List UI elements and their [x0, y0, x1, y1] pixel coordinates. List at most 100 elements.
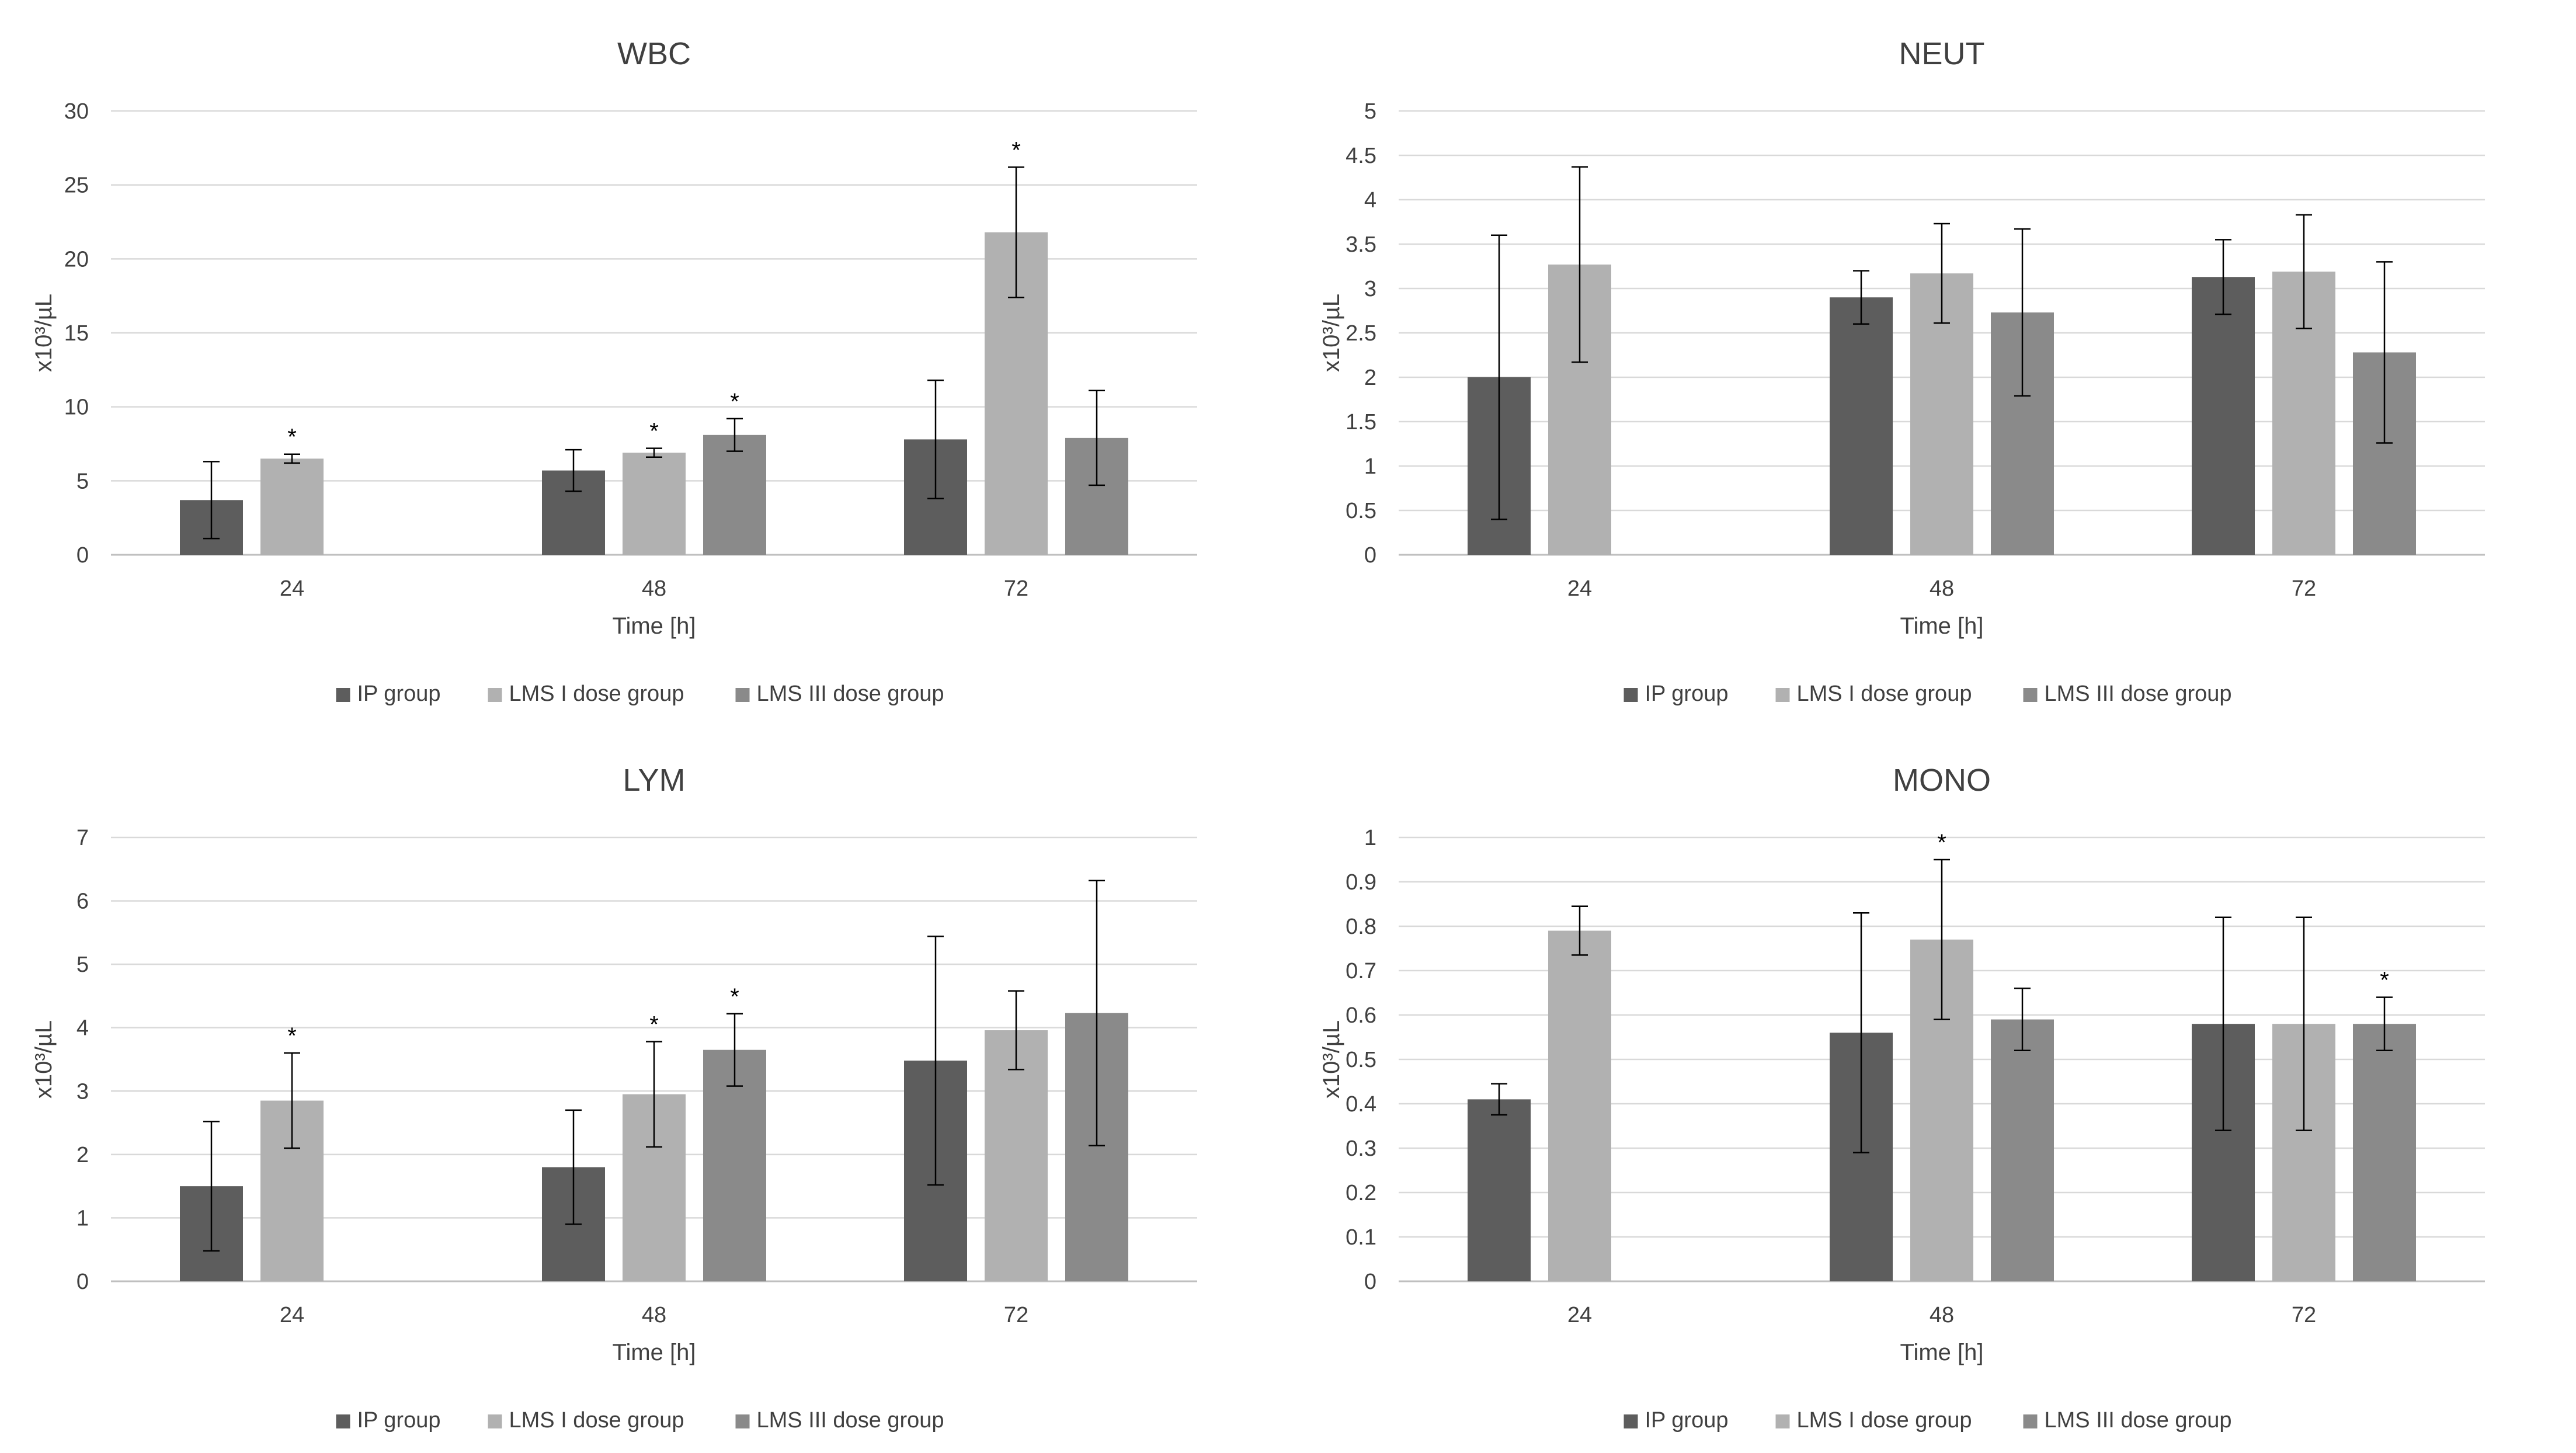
bar-lms-iii-dose-group-48: [1991, 1019, 2054, 1281]
x-axis-label: Time [h]: [613, 1340, 696, 1365]
x-tick-label: 48: [642, 576, 666, 601]
x-tick-label: 72: [2292, 1303, 2316, 1327]
legend-label: LMS I dose group: [1797, 682, 1972, 706]
significance-marker: *: [287, 1023, 297, 1049]
y-tick-label: 2: [1364, 366, 1376, 390]
y-tick-label: 3: [77, 1079, 89, 1104]
y-tick-label: 30: [64, 99, 89, 124]
significance-marker: *: [1937, 830, 1946, 856]
y-tick-label: 0.7: [1346, 959, 1376, 983]
significance-marker: *: [649, 419, 659, 444]
legend-swatch-ip-group: [336, 688, 350, 702]
y-tick-label: 1: [1364, 454, 1376, 479]
bar-lms-i-dose-group-72: [985, 1030, 1048, 1281]
y-tick-label: 3: [1364, 277, 1376, 301]
x-tick-label: 48: [642, 1303, 666, 1327]
chart-title: WBC: [617, 36, 691, 71]
legend-label: IP group: [357, 682, 441, 706]
y-tick-label: 6: [77, 889, 89, 914]
y-axis-label: x10³/µL: [1319, 1020, 1344, 1099]
significance-marker: *: [730, 389, 739, 415]
chart-svg: WBC 0 5 10 15 20 25 30 x10³/µL 24 * 48 * * 72 * Time [h]…: [31, 36, 1197, 706]
y-tick-label: 4.5: [1346, 144, 1376, 168]
y-tick-label: 0: [77, 1270, 89, 1294]
y-axis-label: x10³/µL: [1319, 294, 1344, 372]
legend-swatch-lms-iii-dose-group: [735, 1414, 750, 1428]
legend-swatch-ip-group: [1624, 688, 1638, 702]
chart-svg: MONO 0 0.1 0.2 0.3 0.4 0.5 0.6 0.7 0.8 0.9 1 x10³/µL…: [1319, 763, 2485, 1433]
chart-panel-wbc: WBC 0 5 10 15 20 25 30 x10³/µL 24 * 48 * * 72 * Time [h]…: [0, 0, 1288, 726]
y-tick-label: 0: [1364, 543, 1376, 568]
legend-label: IP group: [1645, 682, 1729, 706]
legend-swatch-lms-i-dose-group: [1775, 688, 1790, 702]
legend-swatch-ip-group: [336, 1414, 350, 1428]
chart-panel-lym: LYM 0 1 2 3 4 5 6 7 x10³/µL 24 * 48 * * 72 Time [h] IP gr…: [0, 726, 1288, 1453]
x-axis-label: Time [h]: [613, 613, 696, 639]
chart-svg: LYM 0 1 2 3 4 5 6 7 x10³/µL 24 * 48 * * 72 Time [h] IP gr…: [31, 763, 1197, 1433]
x-tick-label: 24: [280, 576, 304, 601]
y-tick-label: 0.9: [1346, 870, 1376, 895]
x-tick-label: 24: [1567, 1303, 1592, 1327]
y-tick-label: 0: [77, 543, 89, 568]
y-axis-label: x10³/µL: [31, 294, 57, 372]
y-tick-label: 0.2: [1346, 1181, 1376, 1205]
x-axis-label: Time [h]: [1900, 613, 1984, 639]
legend-swatch-ip-group: [1624, 1414, 1638, 1428]
bar-ip-group-24: [1468, 1099, 1531, 1281]
y-tick-label: 5: [77, 469, 89, 493]
y-tick-label: 5: [1364, 99, 1376, 124]
x-axis-label: Time [h]: [1900, 1340, 1984, 1365]
x-tick-label: 24: [280, 1303, 304, 1327]
bar-lms-iii-dose-group-72: [2353, 1024, 2416, 1281]
significance-marker: *: [287, 425, 297, 450]
y-tick-label: 0.5: [1346, 499, 1376, 523]
y-tick-label: 4: [1364, 188, 1376, 213]
bar-ip-group-72: [2192, 277, 2255, 555]
significance-marker: *: [649, 1012, 659, 1038]
chart-title: NEUT: [1899, 36, 1985, 71]
y-tick-label: 2: [77, 1143, 89, 1167]
legend-label: LMS III dose group: [2045, 1408, 2232, 1433]
legend-label: LMS III dose group: [757, 1408, 944, 1433]
legend-swatch-lms-i-dose-group: [1775, 1414, 1790, 1428]
x-tick-label: 48: [1930, 1303, 1954, 1327]
significance-marker: *: [730, 984, 739, 1010]
y-tick-label: 15: [64, 321, 89, 346]
legend-label: LMS I dose group: [1797, 1408, 1972, 1433]
y-tick-label: 0: [1364, 1270, 1376, 1294]
y-tick-label: 1.5: [1346, 410, 1376, 434]
y-tick-label: 0.4: [1346, 1092, 1376, 1117]
legend-swatch-lms-iii-dose-group: [2023, 1414, 2038, 1428]
legend-swatch-lms-i-dose-group: [488, 688, 502, 702]
legend-label: LMS III dose group: [2045, 682, 2232, 706]
legend: IP group LMS I dose group LMS III dose gro…: [1624, 1408, 2232, 1433]
x-tick-label: 72: [1004, 1303, 1028, 1327]
y-tick-label: 7: [77, 826, 89, 850]
y-tick-label: 1: [77, 1206, 89, 1230]
y-tick-label: 0.5: [1346, 1048, 1376, 1072]
legend: IP group LMS I dose group LMS III dose gro…: [336, 682, 944, 706]
legend: IP group LMS I dose group LMS III dose gro…: [1624, 682, 2232, 706]
x-tick-label: 72: [2292, 576, 2316, 601]
x-tick-label: 24: [1567, 576, 1592, 601]
y-axis-label: x10³/µL: [31, 1020, 57, 1099]
y-tick-label: 5: [77, 953, 89, 977]
bar-lms-iii-dose-group-48: [703, 434, 766, 555]
y-tick-label: 1: [1364, 826, 1376, 850]
legend-swatch-lms-iii-dose-group: [2023, 688, 2038, 702]
chart-panel-mono: MONO 0 0.1 0.2 0.3 0.4 0.5 0.6 0.7 0.8 0.9 1 x10³/µL…: [1288, 726, 2575, 1453]
bar-lms-i-dose-group-24: [260, 458, 324, 555]
legend: IP group LMS I dose group LMS III dose gro…: [336, 1408, 944, 1433]
significance-marker: *: [1011, 137, 1021, 163]
y-tick-label: 0.8: [1346, 915, 1376, 939]
bar-lms-i-dose-group-48: [623, 453, 686, 555]
y-tick-label: 0.6: [1346, 1003, 1376, 1028]
y-tick-label: 2.5: [1346, 321, 1376, 346]
y-tick-label: 0.1: [1346, 1225, 1376, 1250]
y-tick-label: 3.5: [1346, 232, 1376, 257]
y-tick-label: 20: [64, 247, 89, 272]
chart-title: MONO: [1893, 763, 1991, 798]
y-tick-label: 0.3: [1346, 1136, 1376, 1161]
legend-label: IP group: [357, 1408, 441, 1433]
y-tick-label: 10: [64, 395, 89, 420]
